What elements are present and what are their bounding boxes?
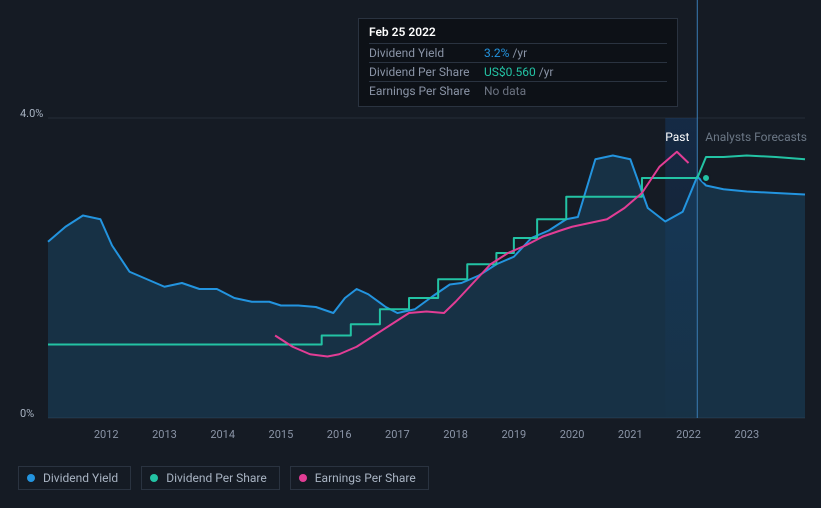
legend-dot	[299, 474, 307, 482]
dividend-chart: Feb 25 2022 Dividend Yield3.2%/yrDividen…	[0, 0, 821, 508]
legend-dot	[150, 474, 158, 482]
tooltip-label: Earnings Per Share	[369, 84, 484, 98]
x-tick: 2019	[501, 428, 526, 441]
tooltip-row: Earnings Per ShareNo data	[369, 81, 667, 100]
tooltip-label: Dividend Per Share	[369, 65, 484, 79]
tooltip-value: 3.2%	[484, 46, 509, 60]
x-tick: 2013	[152, 428, 177, 441]
chart-tooltip: Feb 25 2022 Dividend Yield3.2%/yrDividen…	[358, 18, 678, 107]
tooltip-row: Dividend Per ShareUS$0.560/yr	[369, 62, 667, 81]
tooltip-value: US$0.560	[484, 65, 536, 79]
x-tick: 2021	[618, 428, 643, 441]
x-axis: 2012 2013 2014 2015 2016 2017 2018 2019 2020 2021…	[48, 428, 805, 448]
highlight-region	[665, 118, 697, 418]
legend: Dividend Yield Dividend Per Share Earnin…	[18, 466, 429, 490]
x-tick: 2022	[676, 428, 701, 441]
x-tick: 2012	[94, 428, 119, 441]
x-tick: 2023	[734, 428, 759, 441]
x-tick: 2020	[560, 428, 585, 441]
legend-item-dividend-per-share[interactable]: Dividend Per Share	[141, 466, 280, 490]
x-tick: 2015	[269, 428, 294, 441]
forecast-label: Analysts Forecasts	[705, 130, 807, 144]
y-tick-min: 0%	[20, 407, 34, 420]
tooltip-row: Dividend Yield3.2%/yr	[369, 43, 667, 62]
legend-label: Earnings Per Share	[315, 471, 416, 485]
plot-area[interactable]	[48, 118, 805, 418]
legend-label: Dividend Per Share	[166, 471, 267, 485]
x-tick: 2016	[327, 428, 352, 441]
legend-label: Dividend Yield	[43, 471, 118, 485]
past-label: Past	[665, 130, 689, 144]
y-tick-max: 4.0%	[20, 107, 43, 120]
x-tick: 2014	[210, 428, 235, 441]
legend-dot	[27, 474, 35, 482]
tooltip-date: Feb 25 2022	[369, 25, 667, 39]
x-tick: 2017	[385, 428, 410, 441]
legend-item-earnings-per-share[interactable]: Earnings Per Share	[290, 466, 429, 490]
series-marker-1	[702, 174, 710, 182]
tooltip-label: Dividend Yield	[369, 46, 484, 60]
tooltip-suffix: /yr	[539, 65, 554, 79]
tooltip-value: No data	[484, 84, 526, 98]
x-tick: 2018	[443, 428, 468, 441]
legend-item-dividend-yield[interactable]: Dividend Yield	[18, 466, 131, 490]
tooltip-suffix: /yr	[512, 46, 527, 60]
